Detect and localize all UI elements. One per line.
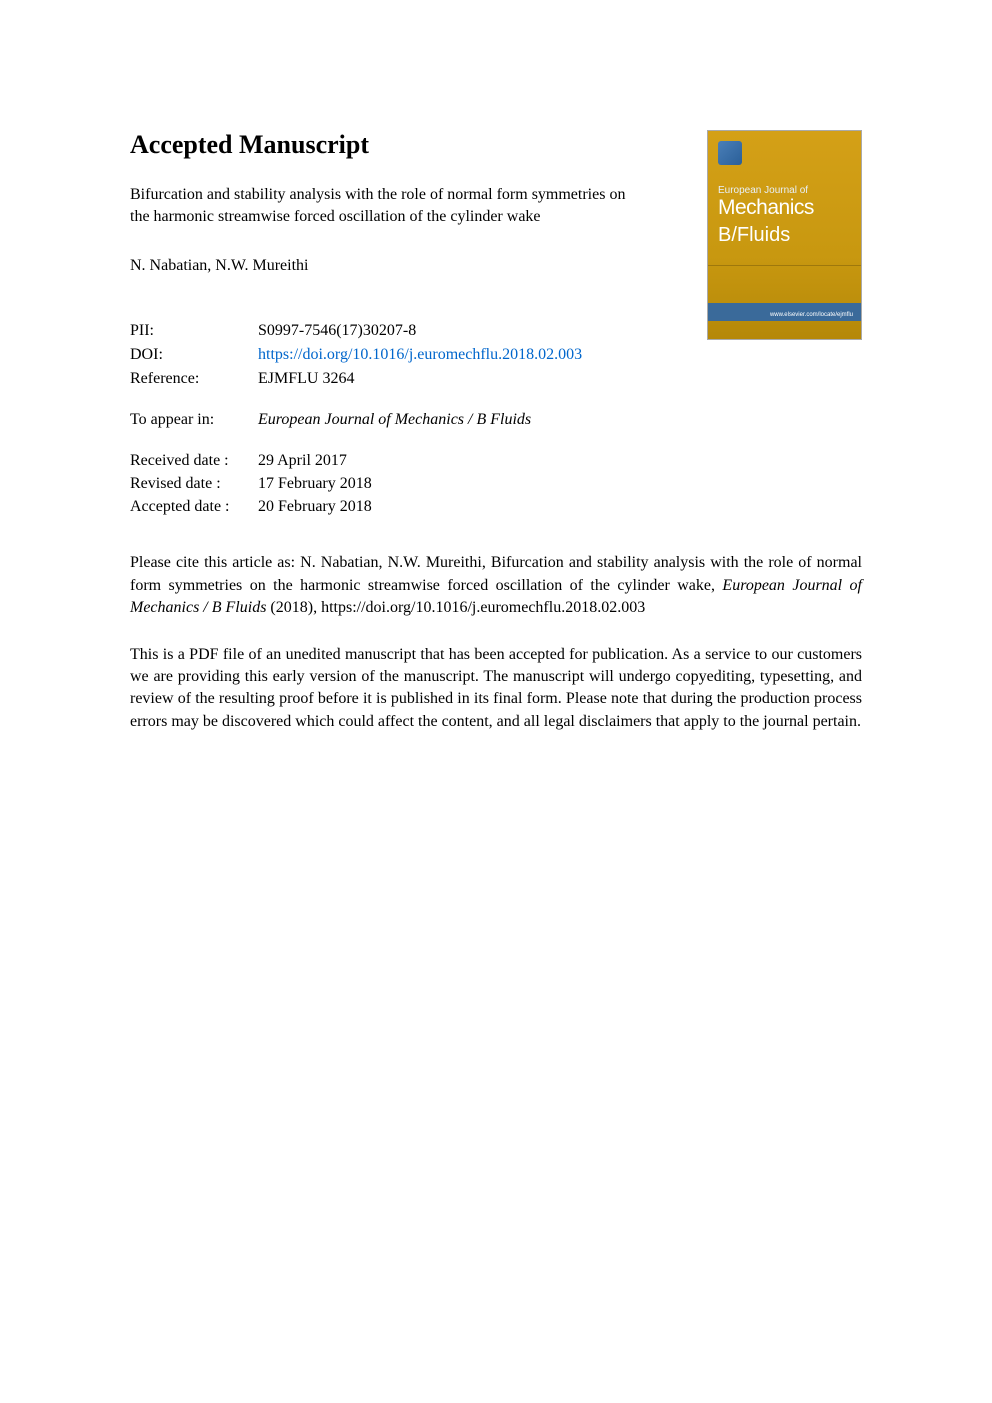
cover-bfluids-text: B/Fluids — [718, 224, 851, 247]
reference-label: Reference: — [130, 367, 258, 391]
accepted-date-row: Accepted date : 20 February 2018 — [130, 495, 862, 518]
doi-link[interactable]: https://doi.org/10.1016/j.euromechflu.20… — [258, 343, 862, 367]
revised-date-row: Revised date : 17 February 2018 — [130, 472, 862, 495]
revised-date-label: Revised date : — [130, 472, 258, 495]
disclaimer-text: This is a PDF file of an unedited manusc… — [130, 644, 862, 734]
pii-label: PII: — [130, 319, 258, 343]
received-date-row: Received date : 29 April 2017 — [130, 449, 862, 472]
citation-block: Please cite this article as: N. Nabatian… — [130, 552, 862, 619]
doi-label: DOI: — [130, 343, 258, 367]
publisher-logo-icon — [718, 141, 742, 165]
reference-value: EJMFLU 3264 — [258, 367, 862, 391]
to-appear-value: European Journal of Mechanics / B Fluids — [258, 411, 531, 429]
cover-topline: European Journal of — [718, 185, 851, 196]
reference-row: Reference: EJMFLU 3264 — [130, 367, 862, 391]
to-appear-label: To appear in: — [130, 411, 258, 429]
dates-block: Received date : 29 April 2017 Revised da… — [130, 449, 862, 519]
revised-date-value: 17 February 2018 — [258, 472, 372, 495]
citation-year: (2018), — [266, 599, 321, 616]
cover-text: European Journal of Mechanics B/Fluids — [718, 185, 851, 247]
header-section: Accepted Manuscript Bifurcation and stab… — [130, 130, 862, 275]
article-title: Bifurcation and stability analysis with … — [130, 184, 640, 229]
cover-mechanics-text: Mechanics — [718, 196, 851, 220]
accepted-date-value: 20 February 2018 — [258, 495, 372, 518]
accepted-date-label: Accepted date : — [130, 495, 258, 518]
journal-cover-image: European Journal of Mechanics B/Fluids w… — [707, 130, 862, 340]
cover-bottom-url: www.elsevier.com/locate/ejmflu — [770, 312, 853, 318]
received-date-value: 29 April 2017 — [258, 449, 347, 472]
to-appear-block: To appear in: European Journal of Mechan… — [130, 411, 862, 429]
received-date-label: Received date : — [130, 449, 258, 472]
doi-row: DOI: https://doi.org/10.1016/j.euromechf… — [130, 343, 862, 367]
citation-url: https://doi.org/10.1016/j.euromechflu.20… — [321, 599, 645, 616]
cover-divider — [708, 265, 861, 266]
